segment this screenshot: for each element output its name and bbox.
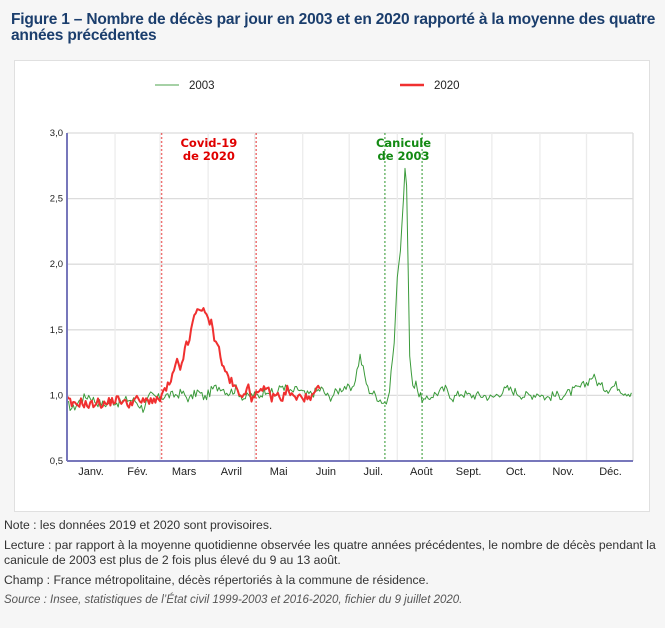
note-text: Note : les données 2019 et 2020 sont pro… [4,518,273,532]
legend: 2003 2020 [155,80,460,92]
y-tick-label: 2,5 [50,194,63,205]
legend-label-2003: 2003 [189,80,215,92]
annotation-label: Covid-19 [180,136,237,150]
x-tick-label: Déc. [599,466,622,478]
y-tick-label: 0,5 [50,456,63,467]
grid [67,132,634,461]
chart-frame: Covid-19 de 2020 Canicule de 2003 0,5 1,0 1,5… [14,60,650,512]
x-tick-label: Janv. [78,466,103,478]
figure-title: Figure 1 – Nombre de décès par jour en 2… [11,11,656,44]
y-tick-label: 3,0 [50,128,63,139]
champ-text: Champ : France métropolitaine, décès rép… [4,573,429,587]
x-tick-label: Sept. [456,466,482,478]
axes: 0,5 1,0 1,5 2,0 2,5 3,0 Janv. Fév. Mars Avril Mai J… [50,128,633,478]
x-tick-label: Nov. [552,466,574,478]
series-line-2020 [66,307,321,409]
x-tick-label: Juin [316,466,336,478]
legend-label-2020: 2020 [434,80,460,92]
x-tick-label: Mars [172,466,197,478]
x-tick-label: Oct. [506,466,526,478]
x-tick-label: Août [410,466,433,478]
y-tick-label: 1,5 [50,325,63,336]
annotation-label: Canicule [376,136,431,150]
annotation-label: de 2003 [377,149,429,163]
y-tick-label: 1,0 [50,390,63,401]
x-tick-label: Juil. [363,466,383,478]
x-tick-label: Mai [270,466,288,478]
series-lines [66,167,632,413]
annotation-label: de 2020 [183,149,235,163]
y-tick-label: 2,0 [50,259,63,270]
x-tick-label: Fév. [127,466,148,478]
figure-notes: Note : les données 2019 et 2020 sont pro… [4,518,659,613]
lecture-text: Lecture : par rapport à la moyenne quoti… [4,538,656,567]
x-tick-label: Avril [221,466,242,478]
source-text: Source : Insee, statistiques de l’État c… [4,594,463,606]
